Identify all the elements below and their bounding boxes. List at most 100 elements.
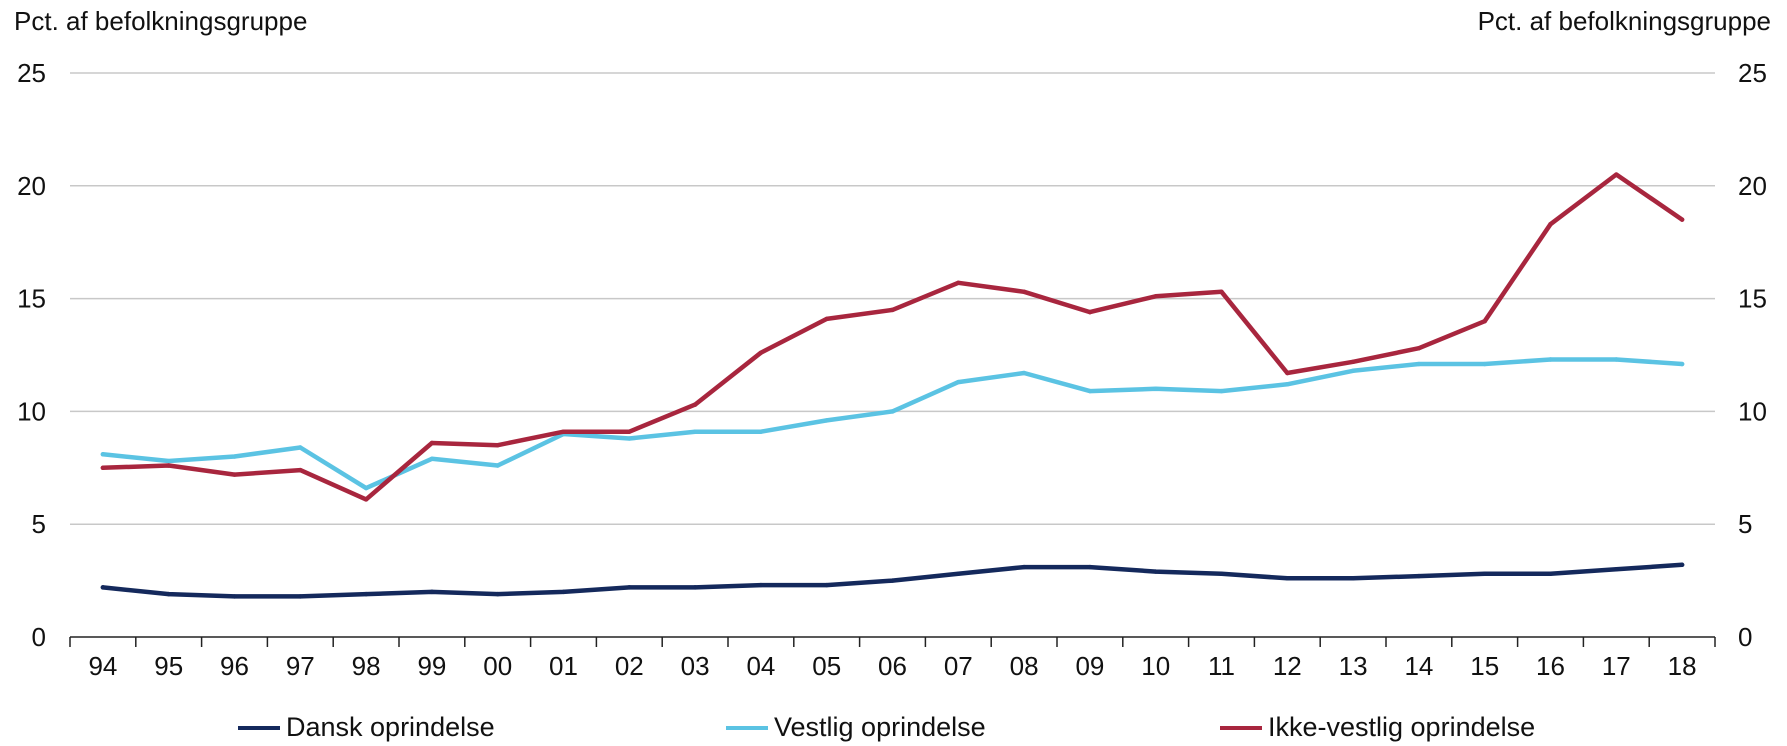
- data-point: [692, 429, 698, 434]
- data-point: [890, 307, 895, 313]
- data-point: [1679, 361, 1685, 367]
- y-axis-unit-right: Pct. af befolkningsgruppe: [1477, 6, 1771, 36]
- legend-item-ikke-vestlig: Ikke-vestlig oprindelse: [1220, 712, 1535, 743]
- data-point: [1548, 221, 1553, 227]
- data-point: [1153, 386, 1158, 392]
- data-point: [1087, 564, 1093, 570]
- x-tick-label: 97: [286, 651, 315, 681]
- x-tick-label: 04: [746, 651, 775, 681]
- y-tick-label-right: 10: [1738, 396, 1767, 426]
- data-point: [495, 443, 500, 448]
- data-point: [232, 454, 237, 459]
- x-tick-label: 96: [220, 651, 249, 681]
- y-tick-label-right: 25: [1738, 58, 1767, 88]
- data-point: [495, 591, 500, 597]
- data-point: [166, 458, 171, 464]
- x-tick-label: 02: [615, 651, 644, 681]
- y-tick-label-left: 15: [17, 284, 46, 314]
- y-tick-label-right: 0: [1738, 622, 1752, 652]
- data-point: [758, 429, 764, 434]
- data-point: [1679, 562, 1685, 568]
- x-tick-label: 14: [1404, 651, 1433, 681]
- x-tick-label: 00: [483, 651, 512, 681]
- data-point: [758, 582, 764, 588]
- data-point: [758, 350, 764, 355]
- legend-swatch: [1220, 725, 1262, 730]
- data-point: [1482, 318, 1487, 324]
- data-point: [692, 402, 698, 407]
- data-point: [363, 485, 369, 491]
- data-point: [1548, 571, 1553, 577]
- data-point: [1614, 357, 1619, 362]
- y-tick-label-right: 5: [1738, 509, 1752, 539]
- x-tick-label: 15: [1470, 651, 1499, 681]
- x-tick-label: 95: [154, 651, 183, 681]
- data-point: [627, 429, 632, 434]
- data-point: [890, 409, 895, 414]
- data-point: [1219, 289, 1224, 295]
- data-point: [1482, 361, 1487, 367]
- data-point: [561, 589, 566, 595]
- data-point: [1350, 576, 1356, 581]
- y-tick-label-left: 5: [32, 509, 46, 539]
- data-point: [1679, 217, 1685, 222]
- data-point: [1285, 576, 1290, 581]
- data-point: [100, 585, 106, 590]
- x-tick-label: 12: [1273, 651, 1302, 681]
- data-point: [824, 582, 829, 588]
- x-tick-label: 16: [1536, 651, 1565, 681]
- y-tick-label-left: 25: [17, 58, 46, 88]
- x-tick-label: 94: [88, 651, 117, 681]
- data-point: [824, 418, 829, 423]
- data-point: [1087, 388, 1093, 394]
- data-point: [363, 591, 369, 597]
- data-point: [627, 436, 632, 441]
- x-tick-label: 99: [417, 651, 446, 681]
- data-point: [495, 463, 500, 468]
- data-point: [1219, 388, 1224, 394]
- data-point: [956, 571, 961, 577]
- y-axis-left: 0 5 10 15 20 25: [17, 58, 46, 652]
- data-point: [232, 594, 237, 599]
- x-axis: 94 95 96 97 98 99 00 01 02 03 04 05 06 07 08 09 10 11 12 13…: [69, 636, 1716, 681]
- data-point: [956, 379, 961, 385]
- legend-label: Vestlig oprindelse: [774, 712, 986, 742]
- x-tick-label: 11: [1208, 651, 1235, 681]
- x-tick-label: 17: [1602, 651, 1631, 681]
- x-tick-label: 08: [1010, 651, 1039, 681]
- data-point: [1021, 289, 1027, 295]
- data-point: [429, 589, 435, 595]
- data-point: [1285, 370, 1290, 376]
- data-point: [100, 452, 106, 457]
- data-point: [1350, 359, 1356, 364]
- data-point: [429, 440, 435, 446]
- data-point: [166, 591, 171, 597]
- data-point: [363, 497, 369, 502]
- x-tick-label: 98: [352, 651, 381, 681]
- data-point: [1416, 361, 1422, 367]
- x-tick-label: 10: [1141, 651, 1170, 681]
- data-point: [1021, 370, 1027, 376]
- x-tick-label: 18: [1668, 651, 1697, 681]
- y-axis-unit-left: Pct. af befolkningsgruppe: [14, 6, 308, 36]
- series-line-2: [100, 172, 1685, 502]
- data-point: [100, 465, 106, 470]
- data-point: [561, 429, 566, 434]
- data-point: [1153, 569, 1158, 574]
- data-point: [1219, 571, 1224, 577]
- data-point: [627, 585, 632, 590]
- data-point: [1548, 357, 1553, 362]
- y-tick-label-left: 10: [17, 396, 46, 426]
- data-point: [429, 456, 435, 461]
- x-tick-label: 07: [944, 651, 973, 681]
- data-point: [298, 594, 303, 599]
- data-point: [1614, 172, 1619, 177]
- gridlines: [70, 72, 1715, 525]
- legend-label: Dansk oprindelse: [286, 712, 495, 742]
- legend-item-dansk: Dansk oprindelse: [238, 712, 495, 743]
- data-point: [824, 316, 829, 322]
- data-point: [1416, 573, 1422, 579]
- y-tick-label-right: 15: [1738, 284, 1767, 314]
- data-point: [692, 585, 698, 590]
